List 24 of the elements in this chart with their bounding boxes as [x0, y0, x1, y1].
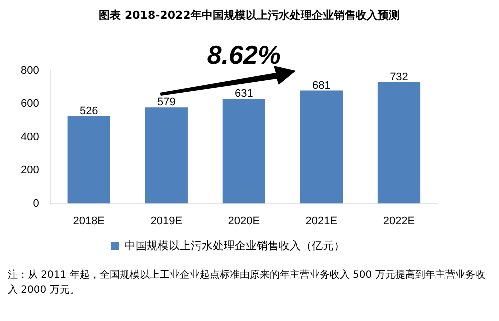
x-tick-label: 2021E	[306, 215, 338, 228]
y-tick-label: 400	[20, 131, 40, 144]
y-tick-label: 200	[20, 164, 40, 177]
data-label: 631	[234, 88, 254, 100]
bar	[68, 116, 110, 204]
x-tick-label: 2018E	[73, 215, 106, 228]
data-label: 732	[390, 71, 408, 84]
bar	[222, 99, 266, 204]
text: 注：从 2011 年起，全国规模以上工业企业起点标准由原来的年主营业务收入 500 万元提高到年主营业务收入 2000 万元。	[8, 268, 486, 298]
bar	[378, 82, 421, 204]
data-label: 526	[80, 106, 98, 118]
y-tick-label: 800	[20, 65, 40, 78]
y-tick-label: 0	[33, 198, 40, 210]
x-tick-label: 2020E	[228, 215, 260, 228]
legend-label: 中国规模以上污水处理企业销售收入（亿元）	[124, 240, 345, 253]
text: 8.62%	[207, 40, 282, 70]
chart-title: 图表 2018-2022年中国规模以上污水处理企业销售收入预测	[98, 8, 401, 23]
data-label: 681	[312, 80, 331, 92]
x-tick-label: 2022E	[383, 215, 416, 228]
x-tick-label: 2019E	[150, 215, 183, 228]
bar	[145, 108, 188, 204]
y-tick-label: 600	[20, 98, 40, 110]
bar	[300, 90, 344, 204]
data-label: 579	[157, 96, 176, 109]
